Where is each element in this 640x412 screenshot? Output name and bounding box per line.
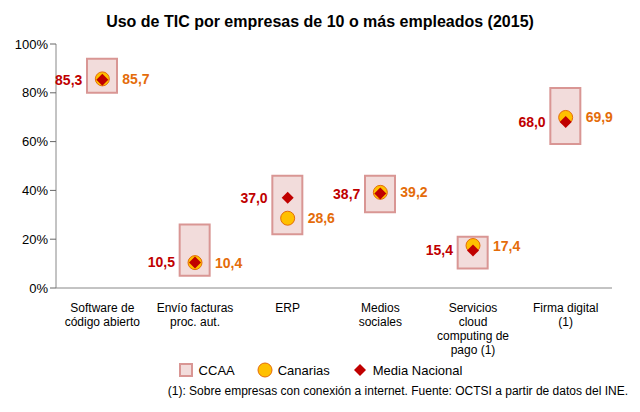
svg-text:80%: 80%	[22, 85, 48, 100]
svg-text:40%: 40%	[22, 183, 48, 198]
svg-text:10,5: 10,5	[148, 254, 175, 270]
svg-text:17,4: 17,4	[493, 238, 520, 254]
svg-text:Mediossociales: Mediossociales	[359, 301, 402, 329]
svg-text:85,7: 85,7	[122, 71, 149, 87]
svg-text:69,9: 69,9	[586, 109, 613, 125]
html-text:Media Nacional: Media Nacional	[372, 362, 463, 378]
svg-text:37,0: 37,0	[240, 190, 267, 206]
html-text:(1): Sobre empresas con conexi: (1): Sobre empresas con conexión a inter…	[167, 384, 628, 398]
svg-text:60%: 60%	[22, 134, 48, 149]
svg-text:Servicioscloudcomputing depago: Servicioscloudcomputing depago (1)	[437, 301, 509, 357]
svg-text:ERP: ERP	[275, 301, 300, 315]
svg-text:0%: 0%	[29, 281, 48, 296]
html-text:Canarias: Canarias	[277, 362, 330, 378]
svg-text:Firma digital(1): Firma digital(1)	[533, 301, 598, 329]
svg-text:100%: 100%	[15, 37, 49, 52]
svg-text:28,6: 28,6	[308, 210, 335, 226]
html-text:Uso de TIC por empresas de 10: Uso de TIC por empresas de 10 o más empl…	[106, 13, 534, 30]
svg-text:15,4: 15,4	[426, 242, 453, 258]
svg-text:Software decódigo abierto: Software decódigo abierto	[65, 301, 141, 329]
svg-text:20%: 20%	[22, 232, 48, 247]
svg-text:Envío facturasproc. aut.: Envío facturasproc. aut.	[157, 301, 234, 329]
html-text:CCAA: CCAA	[198, 362, 235, 378]
svg-text:68,0: 68,0	[518, 114, 545, 130]
svg-text:10,4: 10,4	[215, 255, 242, 271]
svg-text:38,7: 38,7	[333, 186, 360, 202]
svg-text:85,3: 85,3	[55, 72, 82, 88]
svg-text:39,2: 39,2	[400, 184, 427, 200]
